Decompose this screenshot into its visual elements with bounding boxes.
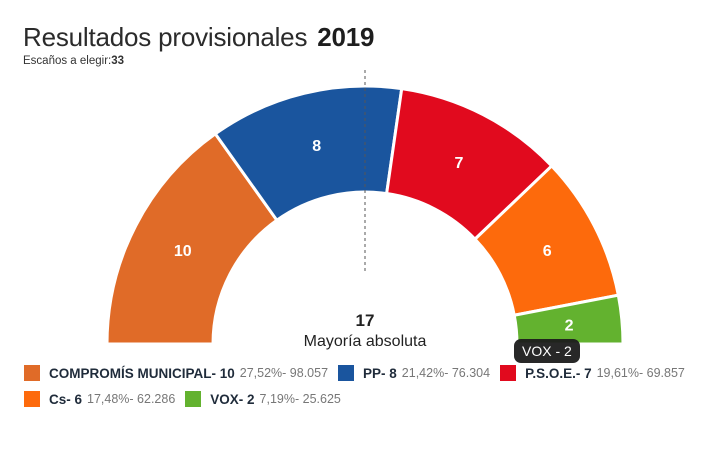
legend-swatch: [185, 391, 202, 407]
segment-value-label: 7: [454, 155, 463, 172]
legend-name: PP- 8: [363, 365, 397, 381]
legend-name: VOX- 2: [210, 391, 255, 407]
chart-segments: [105, 84, 625, 346]
legend-row: COMPROMÍS MUNICIPAL- 10 27,52%- 98.057 P…: [24, 360, 714, 386]
legend-swatch: [500, 365, 517, 381]
legend-detail: 17,48%- 62.286: [87, 392, 176, 406]
segment-value-label: 10: [174, 243, 192, 260]
title-text: Resultados provisionales: [23, 22, 308, 52]
seats-label: Escaños a elegir:: [23, 55, 112, 67]
legend-row: Cs- 6 17,48%- 62.286 VOX- 2 7,19%- 25.62…: [24, 386, 714, 412]
seats-to-elect: Escaños a elegir:33: [23, 55, 124, 67]
segment-value-label: 2: [565, 318, 574, 335]
chart-segment-labels: 10 8 7 6 2: [174, 138, 574, 335]
segment-tooltip: VOX - 2: [514, 339, 580, 363]
legend-item-cs[interactable]: Cs- 6 17,48%- 62.286: [24, 391, 175, 407]
legend-item-pp[interactable]: PP- 8 21,42%- 76.304: [338, 365, 490, 381]
segment-value-label: 6: [543, 243, 552, 260]
segment-value-label: 8: [312, 138, 321, 155]
legend-detail: 21,42%- 76.304: [401, 366, 491, 380]
legend-name: P.S.O.E.- 7: [525, 365, 592, 381]
majority-label: Mayoría absoluta: [304, 333, 427, 350]
chart-title: Resultados provisionales 2019: [23, 22, 374, 53]
legend-detail: 19,61%- 69.857: [596, 366, 685, 380]
legend-detail: 7,19%- 25.625: [259, 392, 341, 406]
legend-item-psoe[interactable]: P.S.O.E.- 7 19,61%- 69.857: [500, 365, 685, 381]
legend-item-vox[interactable]: VOX- 2 7,19%- 25.625: [185, 391, 341, 407]
legend: COMPROMÍS MUNICIPAL- 10 27,52%- 98.057 P…: [24, 360, 714, 412]
seats-value: 33: [111, 55, 125, 67]
legend-swatch: [338, 365, 355, 381]
legend-swatch: [24, 391, 40, 407]
legend-name: Cs- 6: [49, 391, 83, 407]
legend-detail: 27,52%- 98.057: [239, 366, 329, 380]
legend-swatch: [24, 365, 40, 381]
title-year: 2019: [317, 22, 375, 52]
majority-number: 17: [356, 311, 375, 330]
legend-name: COMPROMÍS MUNICIPAL- 10: [49, 365, 235, 381]
legend-item-compromis[interactable]: COMPROMÍS MUNICIPAL- 10 27,52%- 98.057: [24, 365, 328, 381]
